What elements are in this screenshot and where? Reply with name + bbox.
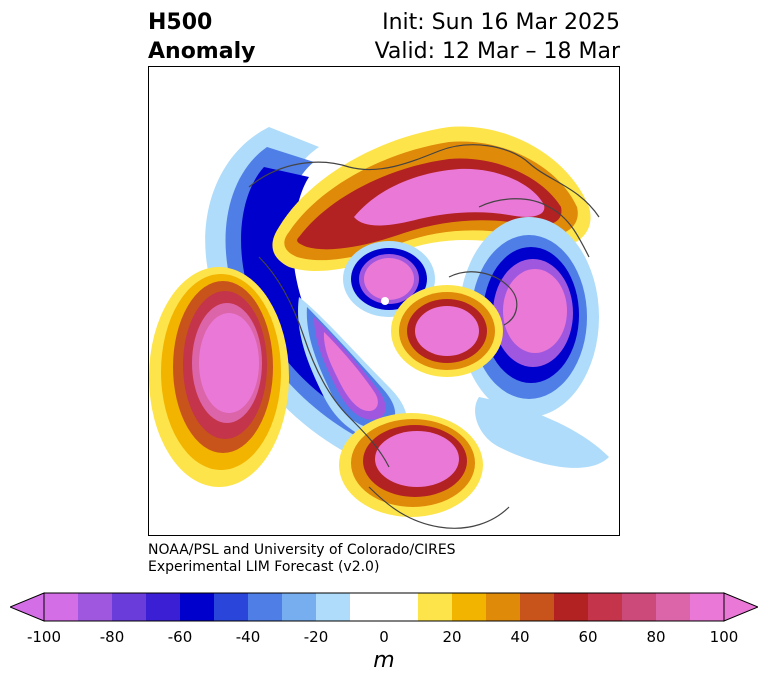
colorbar-tick-label: 0 bbox=[379, 628, 389, 646]
colorbar-cell bbox=[384, 593, 419, 621]
colorbar-tick-label: 20 bbox=[442, 628, 462, 646]
colorbar-cell bbox=[146, 593, 181, 621]
colorbar-cells bbox=[44, 593, 725, 621]
colorbar-cell bbox=[350, 593, 385, 621]
colorbar-cell bbox=[520, 593, 555, 621]
credit-line-1: NOAA/PSL and University of Colorado/CIRE… bbox=[148, 542, 456, 558]
colorbar-cell bbox=[622, 593, 657, 621]
colorbar-cell bbox=[418, 593, 453, 621]
colorbar-under-arrow bbox=[10, 592, 45, 622]
pacific-positive-ridge bbox=[149, 267, 289, 487]
colorbar-cell bbox=[44, 593, 79, 621]
credit-text: NOAA/PSL and University of Colorado/CIRE… bbox=[148, 542, 456, 576]
title-left: H500 Anomaly bbox=[148, 8, 255, 66]
eurasia-negative-trough bbox=[459, 217, 599, 417]
colorbar-cell bbox=[690, 593, 725, 621]
colorbar-cell bbox=[452, 593, 487, 621]
coastlines bbox=[248, 144, 600, 529]
north-america-negative-trough bbox=[298, 297, 407, 440]
colorbar-cell bbox=[282, 593, 317, 621]
colorbar-cell bbox=[180, 593, 215, 621]
colorbar-outline bbox=[43, 592, 725, 622]
colorbar-cell bbox=[78, 593, 113, 621]
anomaly-map bbox=[148, 66, 620, 536]
colorbar-cell bbox=[656, 593, 691, 621]
colorbar-tick-label: 80 bbox=[646, 628, 666, 646]
colorbar-cell bbox=[588, 593, 623, 621]
field-name: H500 bbox=[148, 10, 213, 35]
colorbar bbox=[10, 592, 758, 622]
colorbar-tick-label: -100 bbox=[26, 628, 62, 646]
anomaly-map-svg bbox=[149, 126, 609, 529]
init-date: Init: Sun 16 Mar 2025 bbox=[382, 10, 620, 35]
atlantic-negative-tail bbox=[475, 397, 609, 468]
pole-marker bbox=[381, 297, 389, 305]
colorbar-cell bbox=[112, 593, 147, 621]
north-positive-ridge bbox=[272, 126, 591, 272]
valid-range: Valid: 12 Mar – 18 Mar bbox=[374, 39, 620, 64]
colorbar-over-arrow bbox=[723, 592, 758, 622]
colorbar-tick-label: -20 bbox=[303, 628, 329, 646]
colorbar-cell bbox=[554, 593, 589, 621]
colorbar-cell bbox=[248, 593, 283, 621]
colorbar-cell bbox=[486, 593, 521, 621]
colorbar-tick-label: -80 bbox=[99, 628, 125, 646]
central-positive-ridge bbox=[391, 285, 503, 377]
title-right: Init: Sun 16 Mar 2025 Valid: 12 Mar – 18… bbox=[375, 8, 620, 66]
colorbar-tick-label: -40 bbox=[235, 628, 261, 646]
field-type: Anomaly bbox=[148, 39, 256, 64]
southeast-positive-ridge bbox=[339, 413, 483, 517]
colorbar-tick-label: -60 bbox=[167, 628, 193, 646]
colorbar-unit: m bbox=[373, 648, 395, 673]
credit-line-2: Experimental LIM Forecast (v2.0) bbox=[148, 559, 380, 575]
colorbar-tick-label: 100 bbox=[709, 628, 739, 646]
colorbar-cell bbox=[316, 593, 351, 621]
colorbar-tick-label: 60 bbox=[578, 628, 598, 646]
colorbar-tick-label: 40 bbox=[510, 628, 530, 646]
colorbar-cell bbox=[214, 593, 249, 621]
